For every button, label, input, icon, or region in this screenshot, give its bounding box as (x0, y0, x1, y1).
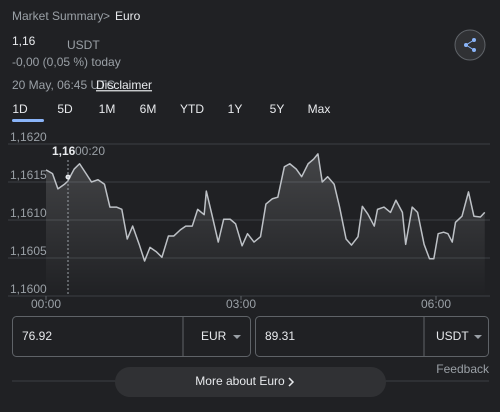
selected-tab-indicator (12, 119, 44, 122)
more-button[interactable]: More about Euro (115, 367, 386, 397)
range-tabs: 1D 5D 1M 6M YTD 1Y 5Y Max (12, 102, 330, 116)
change: -0,00 (0,05 %) today (12, 55, 121, 69)
price-line (45, 153, 486, 262)
button-label: More about Euro (195, 374, 285, 388)
converter-to: 89.31 USDT (255, 316, 489, 357)
tooltip-value: 1,16 (52, 144, 76, 158)
converter-from: 76.92 EUR (12, 316, 251, 357)
dropdown-caret (233, 335, 241, 339)
tooltip-time: 00:20 (75, 144, 105, 158)
amount-input[interactable]: 76.92 (22, 329, 52, 343)
y-tick-label: 1,1610 (10, 206, 47, 220)
currency: USDT (67, 38, 100, 52)
x-tick-label: 00:00 (31, 297, 61, 311)
range-tab[interactable]: Max (308, 102, 331, 116)
amount-input[interactable]: 89.31 (265, 329, 295, 343)
breadcrumb-separator: > (103, 9, 110, 23)
range-tab[interactable]: 5D (57, 102, 73, 116)
share-button[interactable] (454, 29, 486, 61)
range-tab[interactable]: 1M (99, 102, 116, 116)
currency-select[interactable]: USDT (436, 329, 469, 343)
area-fill (46, 153, 485, 296)
x-tick-label: 03:00 (226, 297, 256, 311)
range-tab[interactable]: 5Y (270, 102, 285, 116)
range-tab[interactable]: YTD (180, 102, 204, 116)
y-tick-label: 1,1620 (10, 130, 47, 144)
range-tab[interactable]: 1Y (228, 102, 243, 116)
timestamp: 20 May, 06:45 UTC · (12, 78, 122, 92)
share-lines (465, 39, 475, 51)
breadcrumb[interactable]: Market Summary (12, 9, 103, 23)
input-box (12, 316, 251, 357)
disclaimer-link[interactable]: Disclaimer (96, 78, 152, 92)
range-tab[interactable]: 6M (140, 102, 157, 116)
y-tick-label: 1,1605 (10, 244, 47, 258)
chart: 1,1600 1,1605 1,1610 1,1615 1,1620 00:00 03:00… (8, 130, 490, 311)
currency-select[interactable]: EUR (201, 329, 227, 343)
y-tick-label: 1,1615 (10, 168, 47, 182)
breadcrumb-current: Euro (115, 9, 141, 23)
range-tab[interactable]: 1D (12, 102, 28, 116)
input-box (255, 316, 489, 357)
chevron (288, 377, 295, 387)
y-tick-label: 1,1600 (10, 282, 47, 296)
x-tick-label: 06:00 (421, 297, 451, 311)
price: 1,16 (12, 34, 36, 48)
feedback-link[interactable]: Feedback (436, 362, 490, 376)
button-background (115, 367, 386, 397)
dropdown-caret (474, 335, 482, 339)
share-circle (454, 29, 486, 61)
